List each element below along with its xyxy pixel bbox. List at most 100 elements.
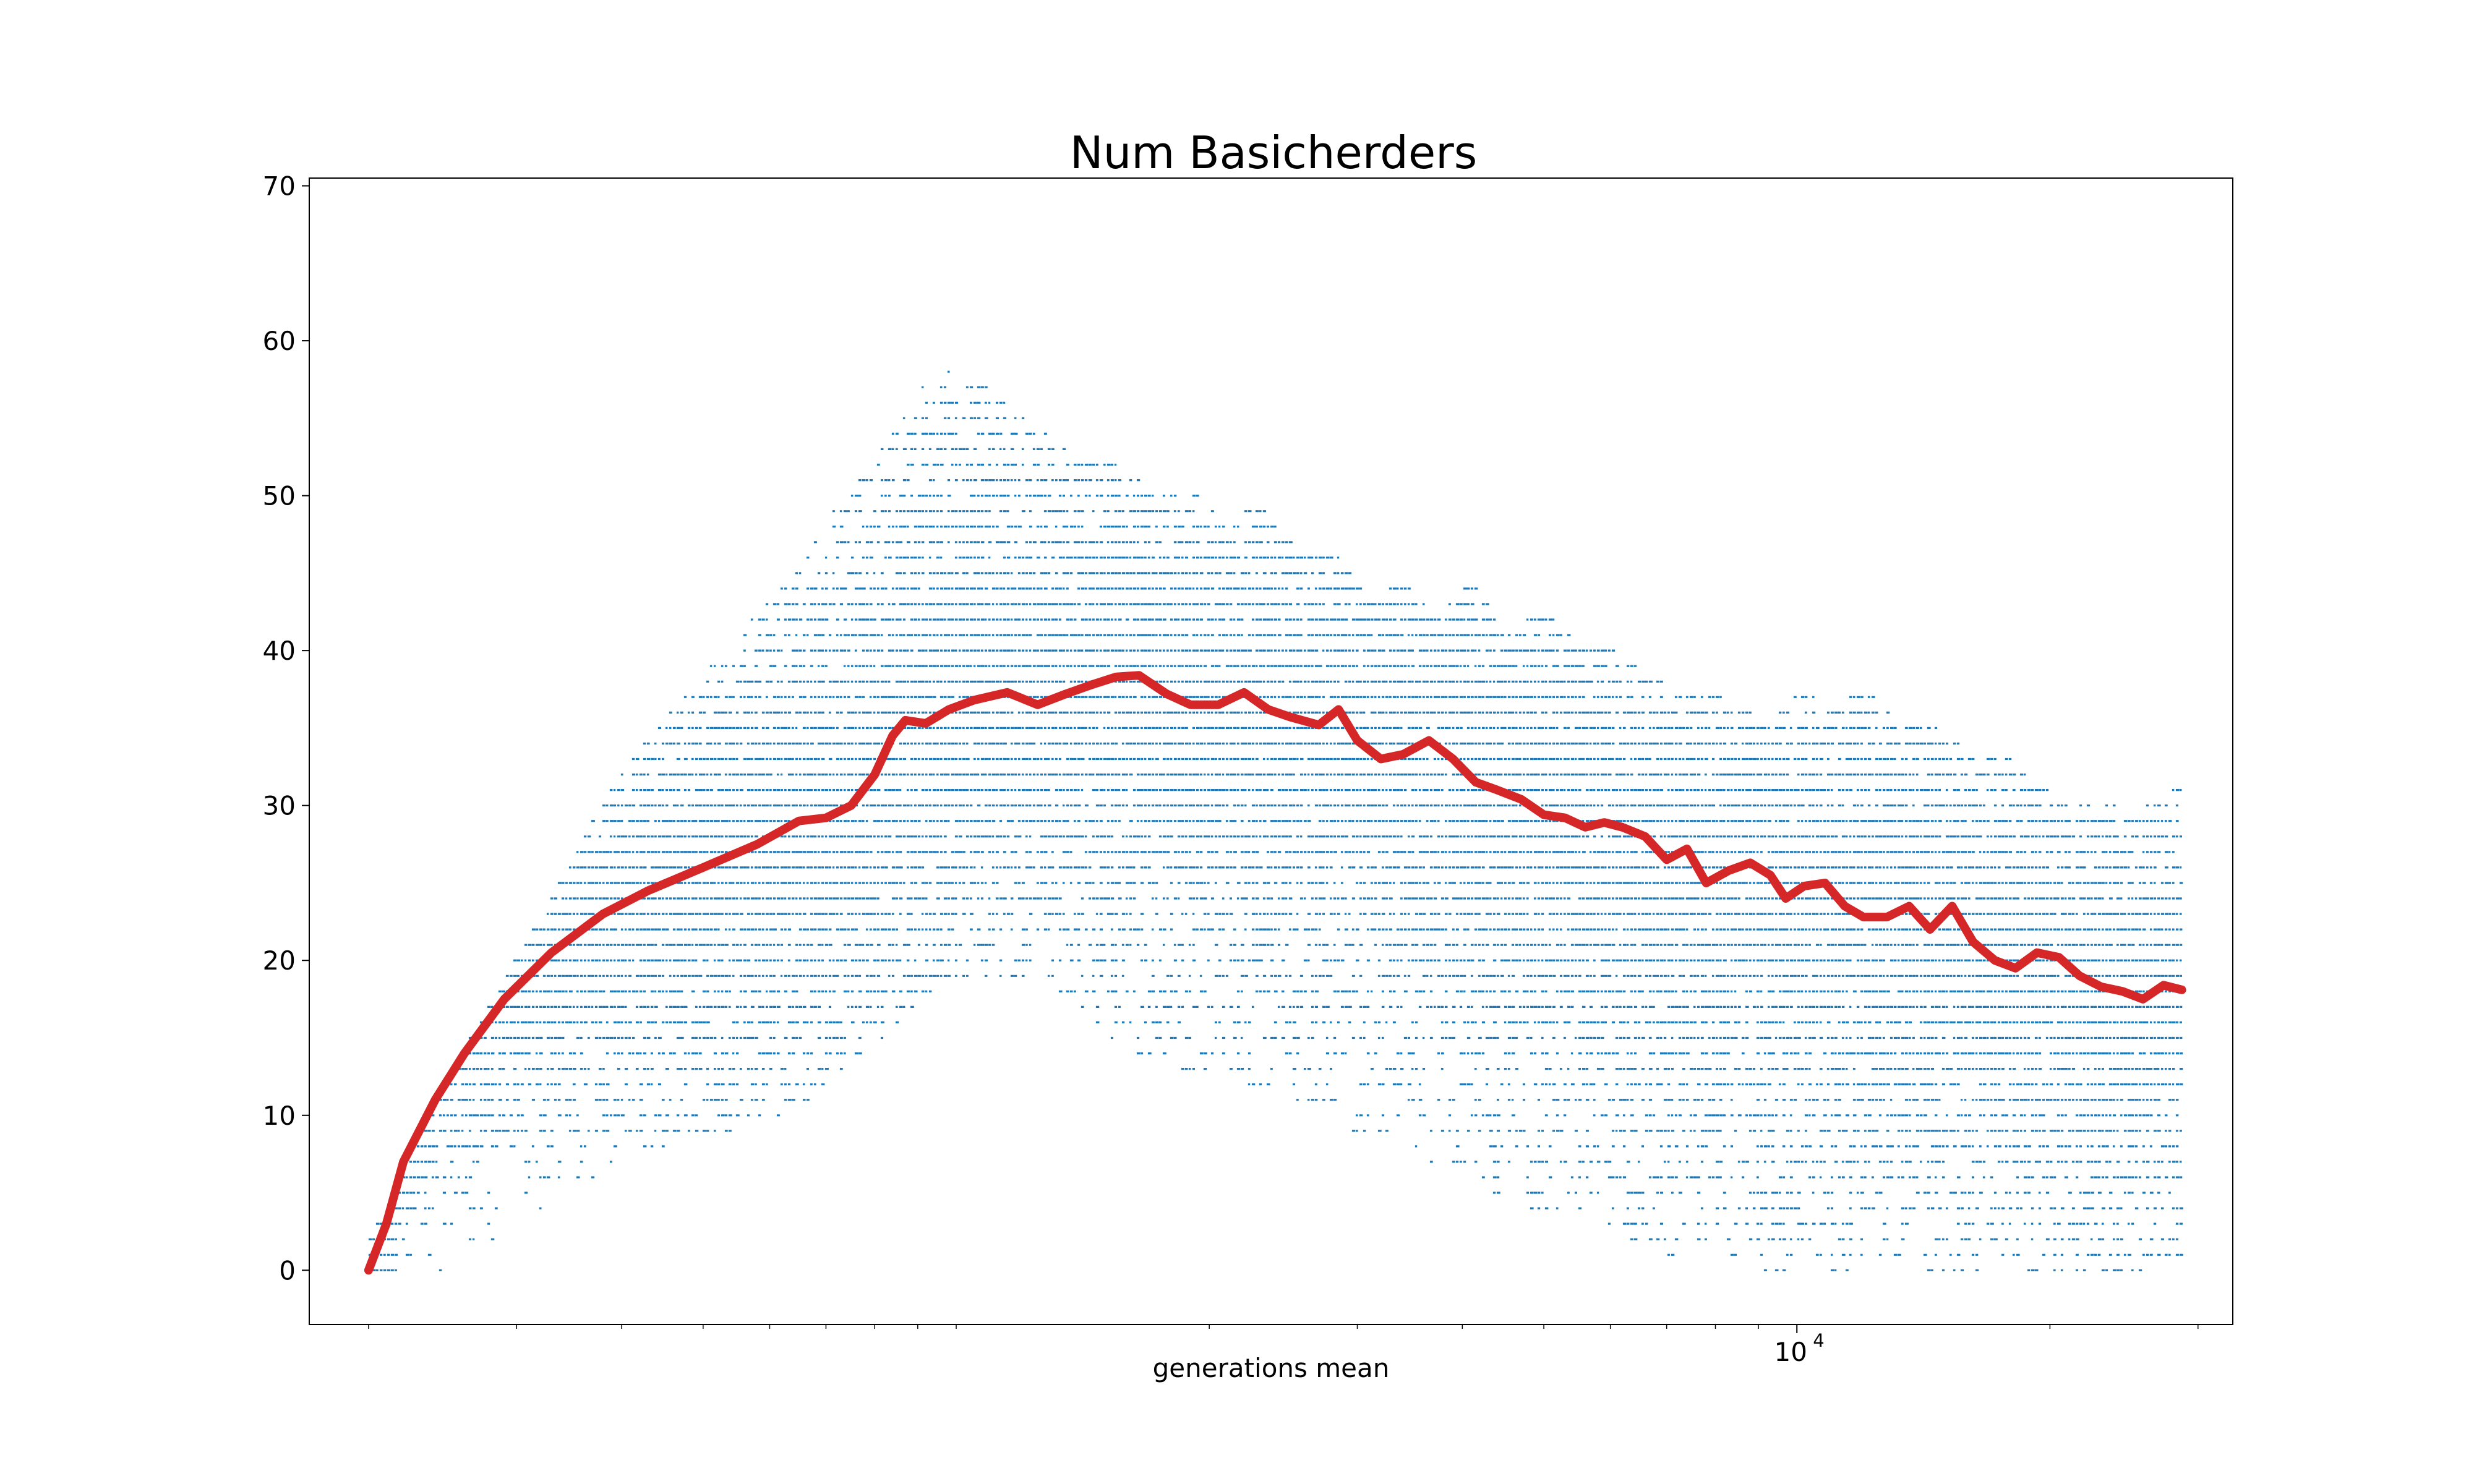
scatter-points bbox=[1322, 556, 1326, 1101]
scatter-points bbox=[713, 665, 717, 1132]
scatter-points bbox=[2105, 804, 2109, 1271]
scatter-points bbox=[1470, 587, 1475, 1117]
scatter-points bbox=[1125, 495, 1129, 992]
scatter-points bbox=[1325, 556, 1330, 1086]
scatter-points bbox=[1106, 463, 1111, 992]
scatter-points bbox=[1021, 417, 1025, 977]
scatter-points bbox=[1255, 510, 1259, 992]
scatter-points bbox=[1207, 526, 1211, 1008]
scatter-points bbox=[1437, 618, 1441, 1101]
scatter-points bbox=[806, 556, 810, 1101]
scatter-points bbox=[490, 1005, 495, 1240]
scatter-points bbox=[1541, 618, 1545, 1194]
scatter-points bbox=[1296, 556, 1300, 1101]
scatter-points bbox=[1359, 587, 1363, 1117]
scatter-points bbox=[750, 618, 755, 1101]
scatter-points bbox=[2031, 789, 2035, 1271]
scatter-points bbox=[643, 742, 647, 1148]
scatter-points bbox=[535, 928, 539, 1163]
scatter-points bbox=[1073, 463, 1077, 992]
scatter-points bbox=[1203, 526, 1207, 1070]
scatter-points bbox=[1941, 742, 1946, 1271]
scatter-points bbox=[1084, 463, 1089, 992]
scatter-points bbox=[1170, 495, 1174, 1039]
scatter-points bbox=[1559, 634, 1564, 1163]
scatter-points bbox=[2149, 820, 2154, 1256]
scatter-points bbox=[2057, 804, 2061, 1225]
scatter-points bbox=[2175, 789, 2180, 1256]
scatter-points bbox=[1964, 774, 1968, 1240]
scatter-points bbox=[1114, 463, 1118, 1023]
scatter-points bbox=[1607, 649, 1612, 1225]
scatter-points bbox=[1838, 711, 1842, 1240]
scatter-points bbox=[1585, 649, 1590, 1179]
scatter-points bbox=[572, 866, 576, 1132]
y-tick-label: 40 bbox=[263, 636, 296, 666]
scatter-points bbox=[1953, 742, 1957, 1271]
scatter-points bbox=[1036, 448, 1040, 931]
scatter-points bbox=[1147, 495, 1152, 1055]
y-tick-label: 0 bbox=[279, 1255, 296, 1286]
plot-frame bbox=[309, 177, 2233, 1325]
y-tick-label: 20 bbox=[263, 945, 296, 976]
scatter-points bbox=[973, 401, 977, 946]
scatter-points bbox=[888, 448, 892, 977]
y-tick-label: 70 bbox=[263, 171, 296, 202]
scatter-points bbox=[695, 727, 699, 1132]
scatter-points bbox=[1415, 603, 1419, 1148]
scatter-points bbox=[542, 928, 547, 1179]
scatter-points bbox=[817, 572, 821, 1070]
y-tick-label: 10 bbox=[263, 1101, 296, 1131]
scatter-points bbox=[1418, 618, 1423, 1117]
scatter-points bbox=[1726, 711, 1731, 1240]
scatter-points bbox=[1878, 742, 1883, 1256]
scatter-points bbox=[1118, 479, 1122, 1008]
scatter-points bbox=[1971, 757, 1975, 1256]
scatter-points bbox=[2134, 820, 2139, 1209]
scatter-points bbox=[1225, 541, 1230, 977]
scatter-points bbox=[2108, 820, 2113, 1256]
scatter-points bbox=[791, 587, 795, 1101]
scatter-points bbox=[1389, 587, 1393, 1070]
scatter-points bbox=[917, 495, 922, 977]
scatter-points bbox=[914, 417, 918, 992]
scatter-points bbox=[2097, 820, 2102, 1256]
scatter-points bbox=[940, 386, 944, 977]
scatter-points bbox=[1144, 495, 1148, 1023]
scatter-points bbox=[1986, 757, 1990, 1225]
scatter-points bbox=[453, 1068, 458, 1194]
scatter-points bbox=[1058, 479, 1063, 992]
scatter-points bbox=[1845, 727, 1849, 1271]
scatter-points bbox=[1166, 510, 1170, 1023]
scatter-points bbox=[1882, 727, 1886, 1240]
scatter-points bbox=[1901, 757, 1905, 1240]
scatter-points bbox=[1938, 742, 1942, 1240]
scatter-points bbox=[1626, 665, 1630, 1225]
scatter-points bbox=[580, 851, 584, 1163]
scatter-points bbox=[880, 448, 884, 1039]
scatter-points bbox=[1812, 696, 1816, 1225]
scatter-points bbox=[1392, 587, 1397, 1086]
scatter-points bbox=[739, 665, 743, 1101]
scatter-points bbox=[1919, 727, 1924, 1163]
scatter-points bbox=[1403, 587, 1408, 1039]
scatter-points bbox=[1975, 774, 1979, 1271]
scatter-points bbox=[2019, 774, 2024, 1209]
scatter-points bbox=[1786, 711, 1790, 1256]
scatter-points bbox=[1066, 463, 1070, 992]
scatter-points bbox=[1348, 572, 1352, 1023]
scatter-points bbox=[1051, 448, 1055, 977]
scatter-points bbox=[865, 479, 870, 1023]
scatter-points bbox=[624, 804, 628, 1132]
scatter-points bbox=[554, 897, 558, 1101]
scatter-points bbox=[2008, 757, 2013, 1225]
scatter-points bbox=[1515, 634, 1519, 1148]
scatter-points bbox=[1136, 479, 1141, 1055]
scatter-points bbox=[1029, 432, 1033, 962]
scatter-points bbox=[1400, 587, 1404, 1086]
scatter-points bbox=[1990, 757, 1994, 1240]
scatter-points bbox=[1604, 649, 1608, 1163]
scatter-points bbox=[958, 448, 962, 946]
scatter-points bbox=[1685, 696, 1690, 1179]
scatter-points bbox=[1288, 541, 1293, 1055]
